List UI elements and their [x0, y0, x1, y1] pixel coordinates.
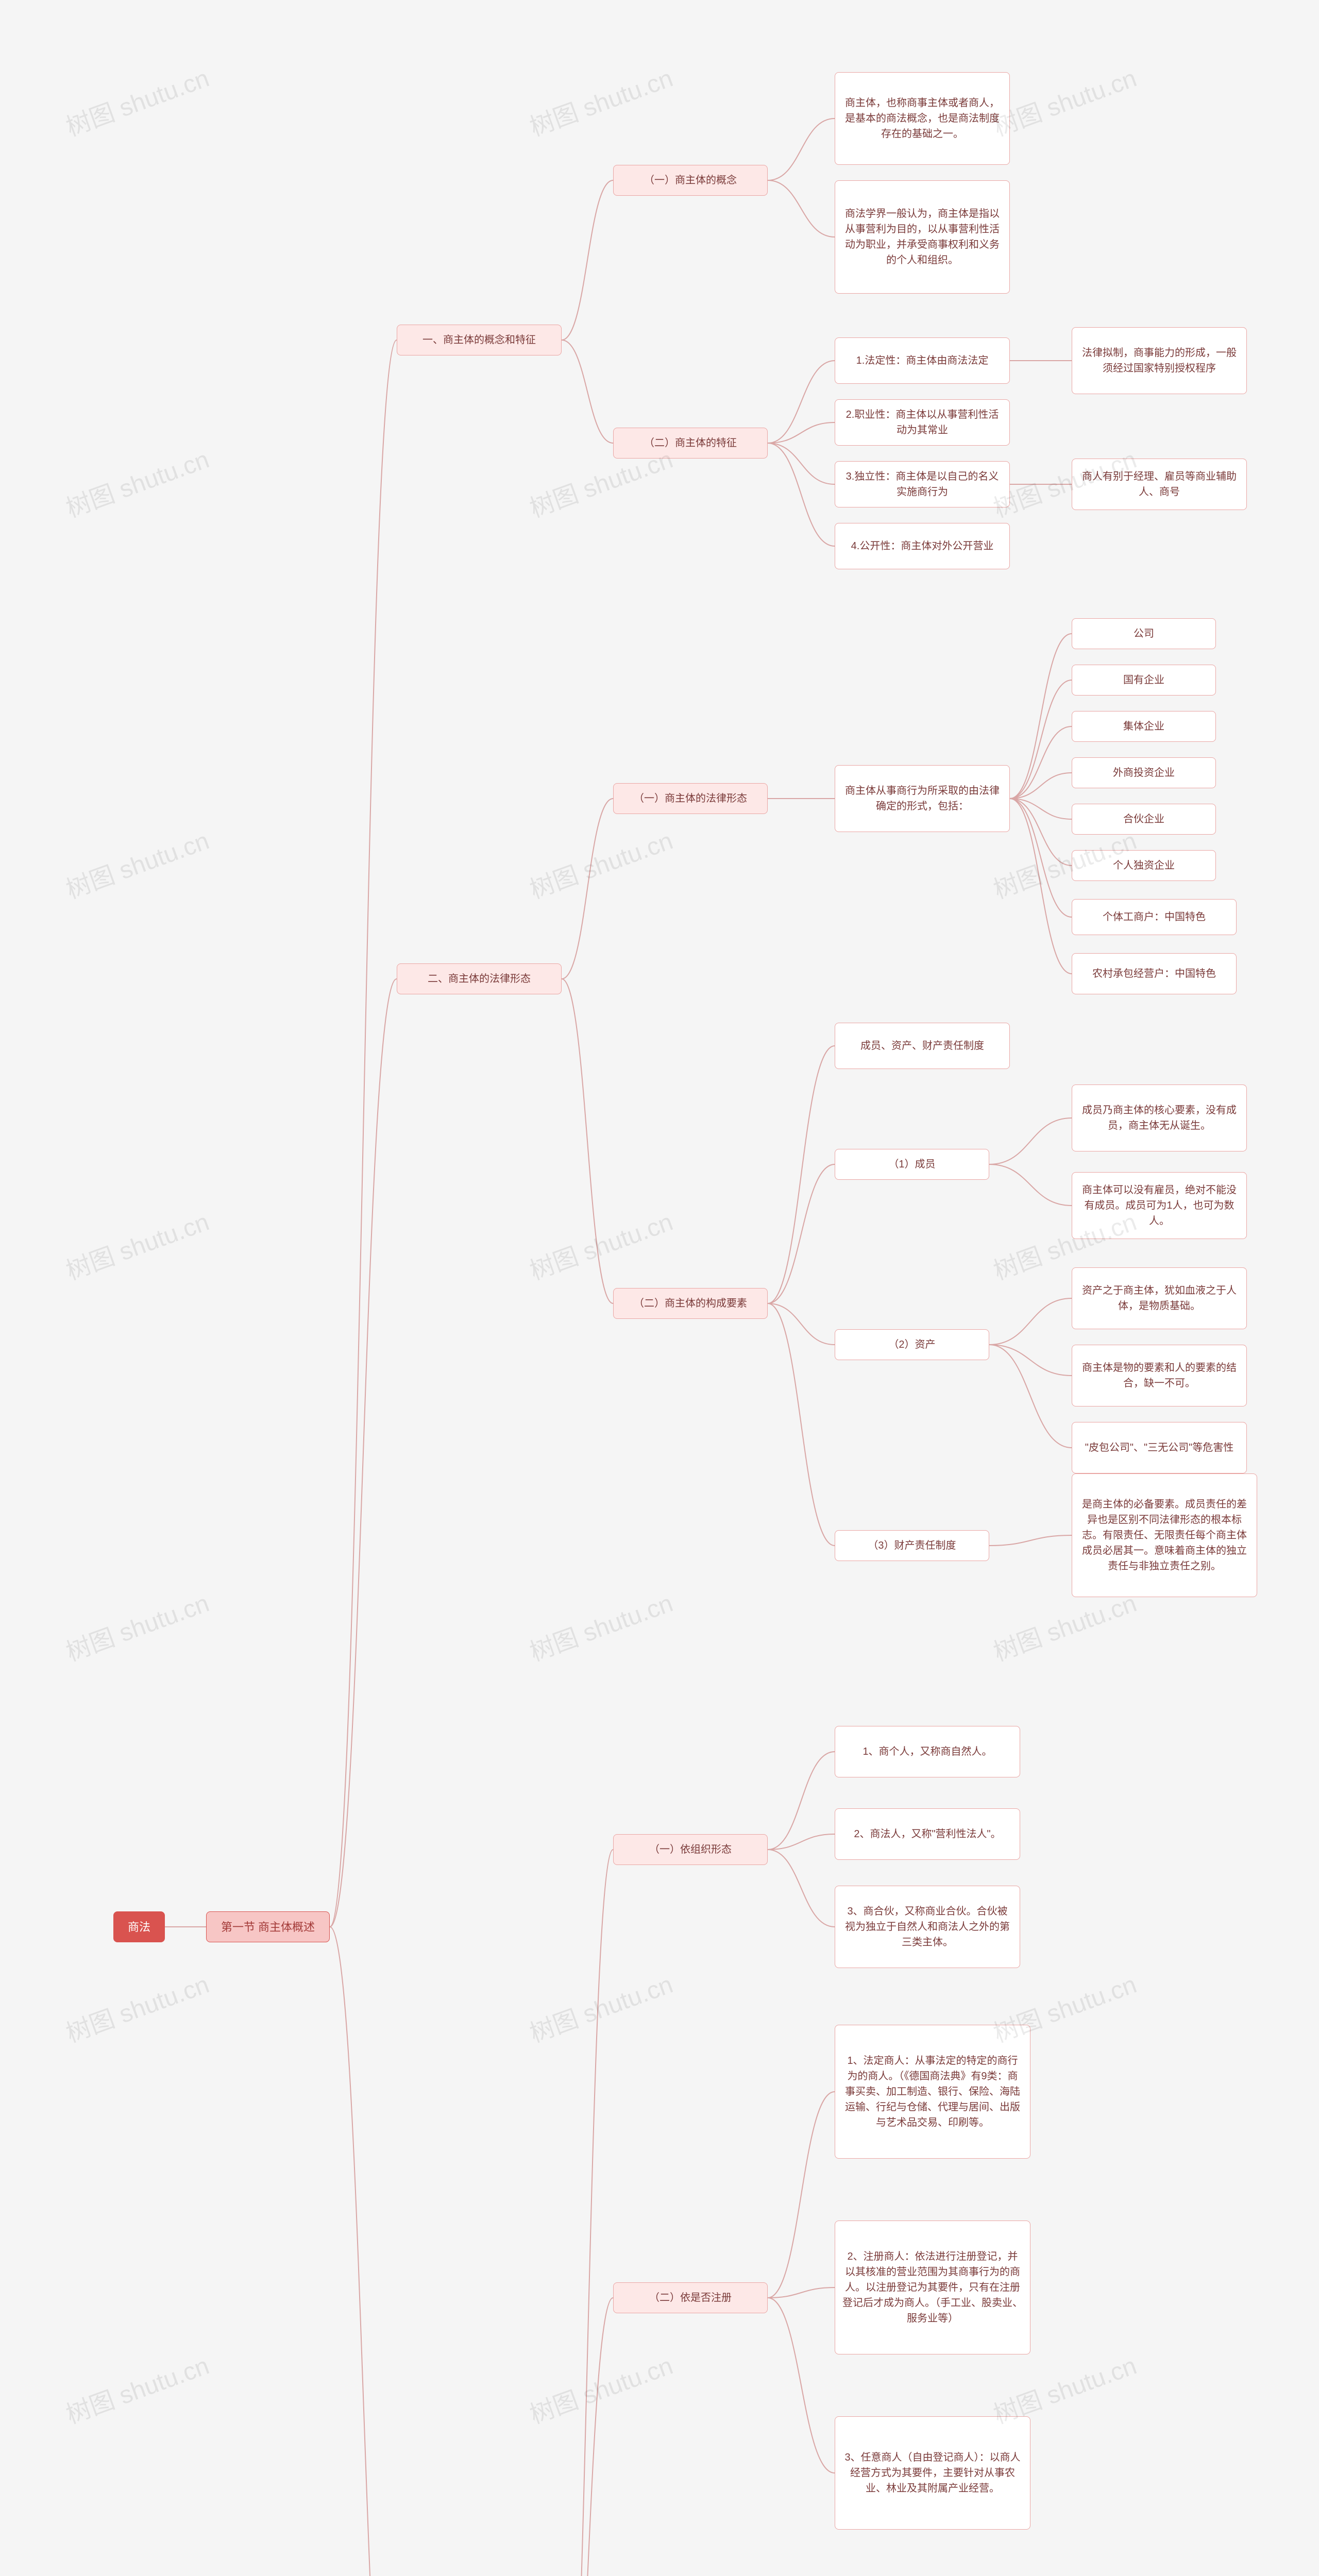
mindmap-edge [1010, 634, 1072, 799]
mindmap-node[interactable]: 2、注册商人：依法进行注册登记，并以其核准的营业范围为其商事行为的商人。以注册登… [835, 2221, 1030, 2354]
mindmap-node[interactable]: 国有企业 [1072, 665, 1216, 696]
mindmap-edge [768, 1834, 835, 1850]
mindmap-edge [330, 1927, 397, 2576]
mindmap-edge [562, 2298, 613, 2576]
mindmap-edge [768, 1303, 835, 1345]
watermark: 树图 shutu.cn [988, 58, 1141, 143]
mindmap-node[interactable]: （一）商主体的概念 [613, 165, 768, 196]
mindmap-node[interactable]: 集体企业 [1072, 711, 1216, 742]
mindmap-node[interactable]: （一）商主体的法律形态 [613, 783, 768, 814]
mindmap-node[interactable]: 公司 [1072, 618, 1216, 649]
mindmap-node[interactable]: 是商主体的必备要素。成员责任的差异也是区别不同法律形态的根本标志。有限责任、无限… [1072, 1473, 1257, 1597]
mindmap-node[interactable]: 个体工商户：中国特色 [1072, 899, 1237, 935]
mindmap-edge [768, 118, 835, 180]
mindmap-node[interactable]: 农村承包经营户：中国特色 [1072, 953, 1237, 994]
mindmap-node[interactable]: 商人有别于经理、雇员等商业辅助人、商号 [1072, 459, 1247, 510]
mindmap-node[interactable]: （1）成员 [835, 1149, 989, 1180]
watermark: 树图 shutu.cn [524, 820, 677, 905]
watermark: 树图 shutu.cn [524, 1964, 677, 2049]
mindmap-edge [768, 1850, 835, 1927]
mindmap-edge [1010, 680, 1072, 799]
mindmap-edge [330, 979, 397, 1927]
mindmap-node[interactable]: 2、商法人，又称"营利性法人"。 [835, 1808, 1020, 1860]
mindmap-edge [330, 340, 397, 1927]
mindmap-node[interactable]: （一）依组织形态 [613, 1834, 768, 1865]
mindmap-edge [989, 1345, 1072, 1448]
mindmap-node[interactable]: 法律拟制，商事能力的形成，一般须经过国家特别授权程序 [1072, 327, 1247, 394]
mindmap-edge [768, 2092, 835, 2298]
watermark: 树图 shutu.cn [60, 2345, 213, 2430]
mindmap-node[interactable]: 一、商主体的概念和特征 [397, 325, 562, 355]
mindmap-node[interactable]: （二）商主体的构成要素 [613, 1288, 768, 1319]
mindmap-edge [1010, 799, 1072, 974]
mindmap-canvas: 商法第一节 商主体概述一、商主体的概念和特征二、商主体的法律形态三、商主体的分类… [0, 0, 1319, 2576]
mindmap-node[interactable]: 二、商主体的法律形态 [397, 963, 562, 994]
watermark: 树图 shutu.cn [60, 1964, 213, 2049]
mindmap-node[interactable]: 商法学界一般认为，商主体是指以从事营利为目的，以从事营利性活动为职业，并承受商事… [835, 180, 1010, 294]
mindmap-edge [562, 1850, 613, 2576]
mindmap-edge [768, 2298, 835, 2473]
mindmap-edge [989, 1118, 1072, 1164]
mindmap-node[interactable]: 商主体从事商行为所采取的由法律确定的形式，包括： [835, 765, 1010, 832]
mindmap-edge [562, 180, 613, 340]
mindmap-edge [768, 361, 835, 443]
mindmap-node[interactable]: 商主体，也称商事主体或者商人，是基本的商法概念，也是商法制度存在的基础之一。 [835, 72, 1010, 165]
mindmap-node[interactable]: 1、法定商人：从事法定的特定的商行为的商人。（《德国商法典》有9类：商事买卖、加… [835, 2025, 1030, 2159]
mindmap-node[interactable]: 4.公开性：商主体对外公开营业 [835, 523, 1010, 569]
mindmap-node[interactable]: 商主体可以没有雇员，绝对不能没有成员。成员可为1人，也可为数人。 [1072, 1172, 1247, 1239]
mindmap-node[interactable]: 3、任意商人（自由登记商人）：以商人经营方式为其要件，主要针对从事农业、林业及其… [835, 2416, 1030, 2530]
mindmap-edge [562, 340, 613, 443]
watermark: 树图 shutu.cn [60, 820, 213, 905]
mindmap-node[interactable]: 外商投资企业 [1072, 757, 1216, 788]
watermark: 树图 shutu.cn [524, 1201, 677, 1286]
mindmap-edge [989, 1345, 1072, 1376]
mindmap-edge [768, 2287, 835, 2298]
mindmap-node[interactable]: （2）资产 [835, 1329, 989, 1360]
watermark: 树图 shutu.cn [524, 58, 677, 143]
mindmap-edge [768, 1164, 835, 1303]
mindmap-edge [1010, 726, 1072, 799]
mindmap-node[interactable]: 商法 [113, 1911, 165, 1942]
mindmap-node[interactable]: 2.职业性：商主体以从事营利性活动为其常业 [835, 399, 1010, 446]
watermark: 树图 shutu.cn [60, 1201, 213, 1286]
mindmap-node[interactable]: 第一节 商主体概述 [206, 1911, 330, 1942]
mindmap-edge [562, 979, 613, 1303]
mindmap-edge [1010, 799, 1072, 917]
mindmap-edge [989, 1535, 1072, 1546]
mindmap-node[interactable]: 3、商合伙，又称商业合伙。合伙被视为独立于自然人和商法人之外的第三类主体。 [835, 1886, 1020, 1968]
watermark: 树图 shutu.cn [524, 1583, 677, 1668]
mindmap-node[interactable]: 资产之于商主体，犹如血液之于人体，是物质基础。 [1072, 1267, 1247, 1329]
mindmap-edge [562, 799, 613, 979]
mindmap-edge [768, 1303, 835, 1546]
mindmap-edge [1010, 799, 1072, 819]
mindmap-node[interactable]: "皮包公司"、"三无公司"等危害性 [1072, 1422, 1247, 1473]
mindmap-edge [989, 1298, 1072, 1345]
mindmap-node[interactable]: 1、商个人，又称商自然人。 [835, 1726, 1020, 1777]
mindmap-node[interactable]: （二）商主体的特征 [613, 428, 768, 459]
mindmap-edge [1010, 799, 1072, 866]
mindmap-node[interactable]: 成员乃商主体的核心要素，没有成员，商主体无从诞生。 [1072, 1084, 1247, 1151]
mindmap-edge [768, 180, 835, 237]
mindmap-edge [1010, 773, 1072, 799]
mindmap-edge [768, 443, 835, 546]
watermark: 树图 shutu.cn [524, 2345, 677, 2430]
mindmap-node[interactable]: 成员、资产、财产责任制度 [835, 1023, 1010, 1069]
mindmap-node[interactable]: 商主体是物的要素和人的要素的结合，缺一不可。 [1072, 1345, 1247, 1406]
mindmap-node[interactable]: 3.独立性：商主体是以自己的名义实施商行为 [835, 461, 1010, 507]
watermark: 树图 shutu.cn [60, 1583, 213, 1668]
mindmap-node[interactable]: 合伙企业 [1072, 804, 1216, 835]
mindmap-node[interactable]: （二）依是否注册 [613, 2282, 768, 2313]
mindmap-edge [768, 1046, 835, 1303]
mindmap-node[interactable]: 个人独资企业 [1072, 850, 1216, 881]
mindmap-node[interactable]: （3）财产责任制度 [835, 1530, 989, 1561]
mindmap-edge [768, 422, 835, 443]
mindmap-edge [768, 443, 835, 484]
mindmap-edge [989, 1164, 1072, 1206]
mindmap-edge [768, 1752, 835, 1850]
mindmap-node[interactable]: 1.法定性：商主体由商法法定 [835, 337, 1010, 384]
watermark: 树图 shutu.cn [60, 58, 213, 143]
watermark: 树图 shutu.cn [60, 439, 213, 524]
